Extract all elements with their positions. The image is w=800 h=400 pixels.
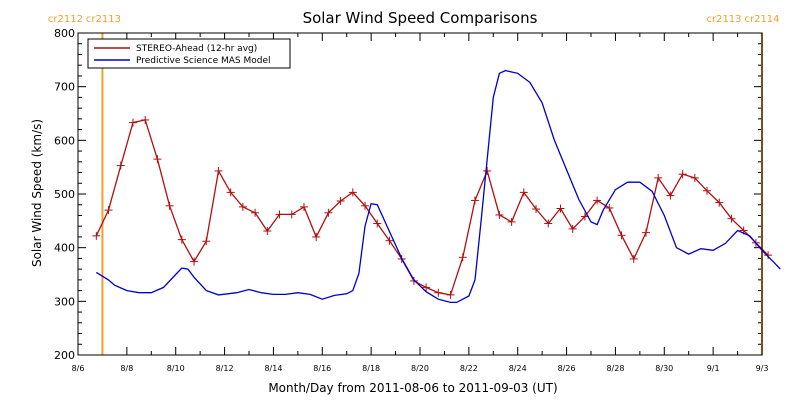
data-point (507, 217, 516, 226)
data-point (141, 115, 150, 124)
carrington-label-left: cr2112 (48, 14, 83, 25)
data-point (104, 206, 113, 215)
data-point (128, 118, 137, 127)
legend-label: STEREO-Ahead (12-hr avg) (136, 44, 257, 54)
x-axis-label: Month/Day from 2011-08-06 to 2011-09-03 … (268, 381, 557, 395)
data-point (251, 208, 260, 217)
data-point (568, 224, 577, 233)
data-point (519, 188, 528, 197)
data-point (165, 201, 174, 210)
data-point (532, 205, 541, 214)
data-point (727, 214, 736, 223)
data-point (593, 196, 602, 205)
x-tick-label: 8/14 (264, 364, 282, 373)
data-point (263, 227, 272, 236)
y-tick-label: 300 (54, 295, 75, 308)
x-tick-label: 8/18 (362, 364, 380, 373)
x-tick-label: 8/12 (216, 364, 234, 373)
data-point (544, 219, 553, 228)
data-point (226, 188, 235, 197)
x-tick-label: 8/6 (72, 364, 85, 373)
carrington-label-left: cr2113 (706, 14, 741, 25)
x-tick-label: 9/3 (756, 364, 769, 373)
data-point (690, 173, 699, 182)
data-point (641, 228, 650, 237)
x-tick-label: 8/8 (120, 364, 133, 373)
carrington-label-right: cr2114 (744, 14, 779, 25)
data-point (116, 161, 125, 170)
x-tick-label: 8/24 (509, 364, 527, 373)
data-point (422, 283, 431, 292)
carrington-label-right: cr2113 (86, 14, 121, 25)
y-tick-label: 800 (54, 27, 75, 40)
data-point (495, 210, 504, 219)
data-point (715, 198, 724, 207)
data-point (764, 251, 773, 260)
x-tick-label: 8/30 (655, 364, 673, 373)
y-tick-label: 200 (54, 349, 75, 362)
y-tick-label: 700 (54, 81, 75, 94)
data-point (385, 236, 394, 245)
data-point (666, 191, 675, 200)
x-tick-label: 8/10 (167, 364, 185, 373)
plot-frame (77, 32, 763, 356)
y-tick-label: 400 (54, 242, 75, 255)
data-point (470, 196, 479, 205)
data-point (678, 170, 687, 179)
data-point (153, 155, 162, 164)
series-line-1 (95, 119, 769, 296)
legend-label: Predictive Science MAS Model (136, 56, 271, 66)
data-point (275, 210, 284, 219)
data-point (299, 202, 308, 211)
x-tick-label: 8/20 (411, 364, 429, 373)
y-tick-label: 500 (54, 188, 75, 201)
data-point (92, 231, 101, 240)
x-tick-label: 8/26 (558, 364, 576, 373)
x-tick-label: 8/22 (460, 364, 478, 373)
data-point (629, 254, 638, 263)
data-point (238, 202, 247, 211)
chart-title: Solar Wind Speed Comparisons (303, 9, 538, 27)
data-point (177, 235, 186, 244)
data-point (458, 253, 467, 262)
legend: STEREO-Ahead (12-hr avg) Predictive Scien… (87, 38, 291, 69)
data-point (605, 203, 614, 212)
data-point (434, 288, 443, 297)
data-point (556, 204, 565, 213)
x-tick-label: 9/1 (707, 364, 720, 373)
series-line-2 (95, 69, 781, 304)
data-series (92, 69, 781, 304)
axis-ticks: 200 300 400 500 600 700 800 8/6 8/8 8/10 8/12 8/14 8… (54, 27, 768, 373)
legend-box (87, 38, 291, 69)
data-point (617, 231, 626, 240)
data-point (190, 257, 199, 266)
data-point (287, 210, 296, 219)
x-tick-label: 8/28 (606, 364, 624, 373)
data-point (446, 290, 455, 299)
data-point (312, 232, 321, 241)
y-axis-label: Solar Wind Speed (km/s) (30, 119, 44, 267)
data-point (654, 173, 663, 182)
data-point (324, 208, 333, 217)
data-point (214, 166, 223, 175)
y-tick-label: 600 (54, 134, 75, 147)
data-point (483, 166, 492, 175)
x-tick-label: 8/16 (313, 364, 331, 373)
data-point (336, 196, 345, 205)
data-point (409, 276, 418, 285)
data-point (361, 201, 370, 210)
data-point (202, 237, 211, 246)
data-point (348, 188, 357, 197)
data-point (703, 186, 712, 195)
data-point (373, 219, 382, 228)
